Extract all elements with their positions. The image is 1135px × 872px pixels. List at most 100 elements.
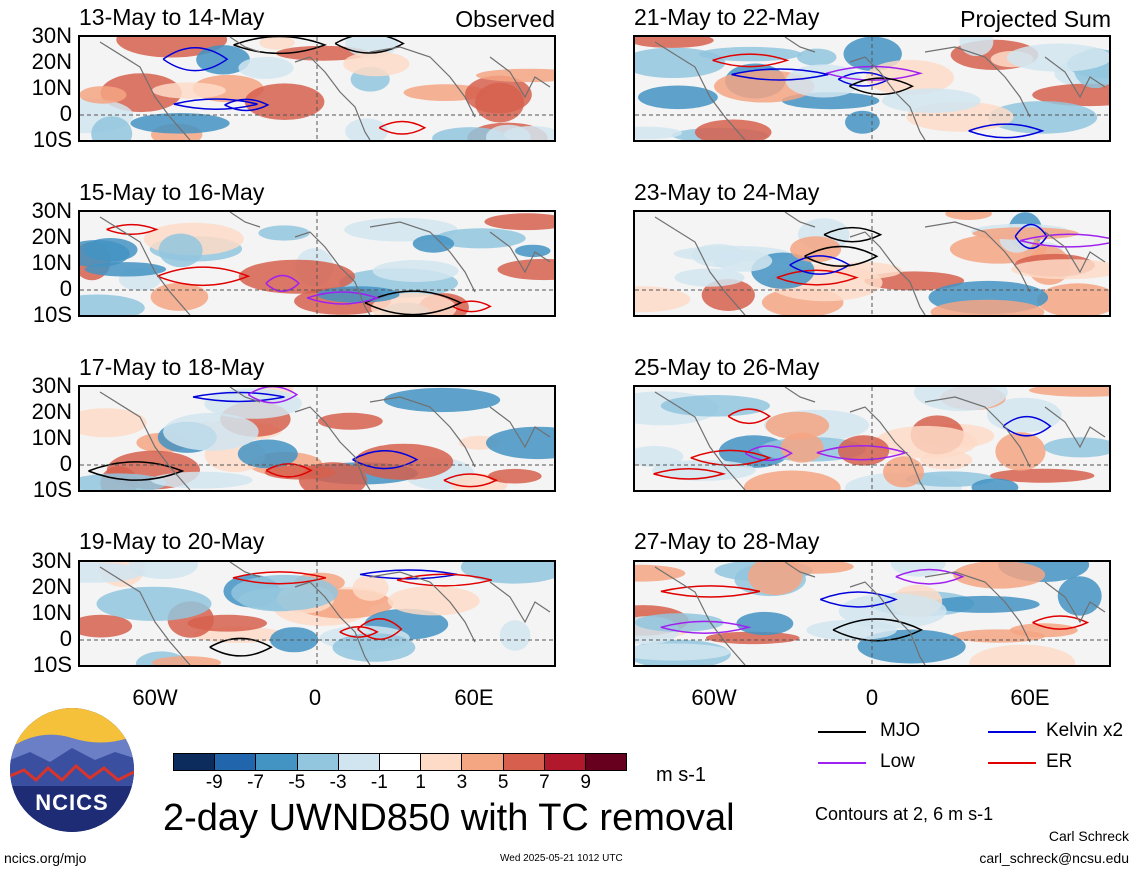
website-link[interactable]: ncics.org/mjo: [4, 850, 87, 866]
author-email[interactable]: carl_schreck@ncsu.edu: [979, 850, 1129, 866]
contour-line: [192, 391, 285, 403]
westerly-anomaly-patch: [187, 614, 267, 632]
lat-label: 10N: [31, 425, 72, 450]
westerly-anomaly-patch: [1032, 83, 1109, 107]
easterly-anomaly-patch: [905, 471, 994, 487]
contour-line: [224, 98, 270, 112]
legend-line-mjo: [818, 731, 866, 733]
easterly-anomaly-patch: [971, 478, 1019, 490]
westerly-anomaly-patch: [1037, 283, 1109, 315]
panel-title: 15-May to 16-May: [79, 179, 265, 205]
coastline: [99, 387, 551, 490]
westerly-anomaly-patch: [354, 443, 454, 480]
easterly-anomaly-patch: [635, 47, 726, 78]
westerly-anomaly-patch: [80, 614, 133, 638]
contour-line: [727, 408, 771, 425]
easterly-anomaly-patch: [237, 439, 298, 469]
easterly-anomaly-patch: [460, 562, 554, 584]
colorbar-swatch: [421, 754, 463, 770]
westerly-anomaly-patch: [150, 282, 209, 311]
colorbar-tick: 5: [497, 772, 509, 793]
lat-label: 10S: [32, 652, 72, 677]
wind-anomaly-field: [635, 387, 1109, 490]
easterly-anomaly-patch: [736, 611, 794, 636]
westerly-anomaly-patch: [694, 119, 772, 140]
easterly-anomaly-patch: [882, 88, 981, 113]
lat-label: 10S: [32, 302, 72, 327]
coastline: [99, 212, 551, 315]
contour-line: [660, 585, 761, 598]
easterly-anomaly-patch: [928, 595, 1040, 613]
panel-tag: Observed: [455, 6, 555, 32]
coastline: [654, 212, 1106, 315]
westerly-anomaly-patch: [244, 83, 325, 120]
map-panel: [78, 560, 556, 667]
contour-line: [744, 445, 793, 462]
legend-label: ER: [1046, 751, 1073, 772]
contours-note: Contours at 2, 6 m s-1: [815, 804, 994, 824]
contour-line: [265, 274, 301, 293]
easterly-anomaly-patch: [83, 238, 138, 262]
contour-line: [819, 591, 898, 608]
westerly-anomaly-patch: [635, 286, 691, 313]
panel-title: 21-May to 22-May: [634, 4, 820, 30]
contour-line: [653, 468, 727, 480]
colorbar-tick: 9: [580, 772, 591, 793]
colorbar-tick: -3: [329, 772, 347, 793]
lat-label: 10N: [31, 600, 72, 625]
easterly-anomaly-patch: [660, 395, 770, 417]
westerly-anomaly-patch: [152, 82, 226, 99]
contour-line: [162, 47, 229, 72]
map-panel: [633, 210, 1111, 317]
colorbar-swatch: [338, 754, 380, 770]
lat-label: 0: [59, 451, 72, 476]
map-panel: [633, 560, 1111, 667]
map-panel: [78, 210, 556, 317]
contour-line: [1002, 415, 1052, 437]
contour-line: [804, 245, 879, 267]
easterly-anomaly-patch: [638, 85, 718, 110]
wind-anomaly-field: [80, 562, 554, 665]
colorbar-swatch: [544, 754, 586, 770]
contour-line: [378, 120, 427, 135]
map-panel: [633, 35, 1111, 142]
colorbar-swatch: [174, 754, 216, 770]
easterly-anomaly-patch: [845, 110, 880, 134]
easterly-anomaly-patch: [514, 244, 551, 258]
westerly-anomaly-patch: [475, 82, 525, 123]
westerly-anomaly-patch: [343, 51, 410, 77]
coastline: [654, 387, 1106, 490]
panel-title: 13-May to 14-May: [79, 4, 265, 30]
easterly-anomaly-patch: [80, 473, 167, 490]
colorbar: [173, 753, 627, 771]
westerly-anomaly-patch: [838, 435, 890, 466]
easterly-anomaly-patch: [785, 64, 862, 98]
contour-line: [690, 449, 772, 467]
contour-line: [357, 618, 403, 641]
contour-line: [849, 77, 915, 95]
colorbar-unit: m s-1: [656, 764, 706, 786]
legend-line-kelvin: [988, 731, 1036, 733]
panel-title: 25-May to 26-May: [634, 354, 820, 380]
lon-label: 60E: [454, 685, 494, 710]
panel-tag: Projected Sum: [960, 6, 1111, 32]
westerly-anomaly-patch: [635, 37, 714, 48]
easterly-anomaly-patch: [486, 426, 554, 460]
map-panel: [633, 385, 1111, 492]
westerly-anomaly-patch: [116, 37, 228, 58]
author: Carl Schreck: [1048, 828, 1129, 844]
contour-line: [895, 568, 965, 585]
contour-line: [443, 473, 499, 488]
lat-label: 10S: [32, 127, 72, 152]
westerly-anomaly-patch: [883, 456, 924, 488]
contour-line: [157, 266, 251, 287]
easterly-anomaly-patch: [781, 92, 880, 110]
lon-label: 60W: [132, 685, 178, 710]
contour-line: [660, 620, 752, 634]
colorbar-tick: -7: [247, 772, 264, 793]
lon-label: 0: [308, 685, 322, 710]
wind-anomaly-field: [80, 37, 554, 140]
easterly-anomaly-patch: [96, 586, 212, 621]
contour-line: [364, 290, 463, 315]
easterly-anomaly-patch: [988, 101, 1098, 134]
